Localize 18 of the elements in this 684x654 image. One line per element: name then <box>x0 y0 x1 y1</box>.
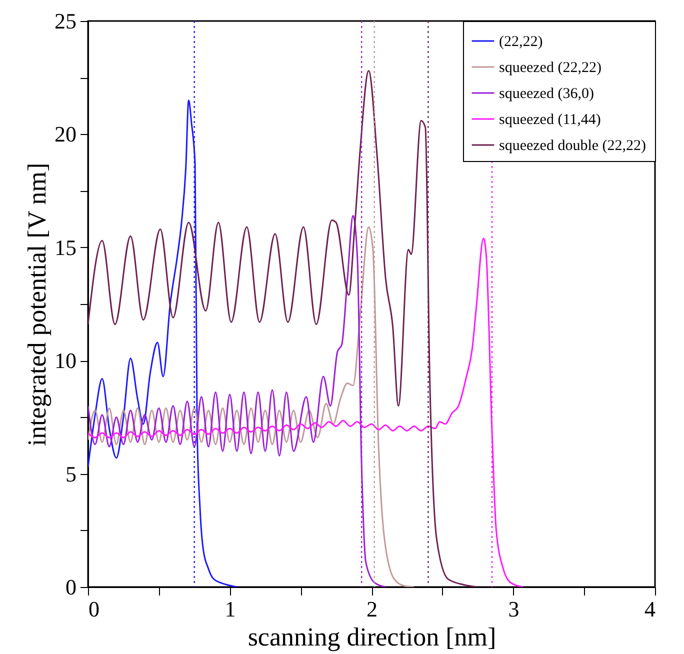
x-tick-label: 0 <box>88 596 100 622</box>
y-tick-label: 5 <box>66 461 76 486</box>
y-tick-label: 10 <box>54 348 76 374</box>
y-tick-label: 20 <box>54 122 76 147</box>
y-tick-label: 25 <box>54 8 76 34</box>
y-tick-label: 15 <box>54 234 76 260</box>
x-tick-label: 3 <box>508 596 520 622</box>
legend-label: squeezed (11,44) <box>499 112 601 128</box>
y-tick-label: 0 <box>66 574 76 600</box>
legend-label: (22,22) <box>499 34 543 50</box>
y-axis-title: integrated potential [V nm] <box>22 162 52 446</box>
legend-label: squeezed (22,22) <box>499 60 602 76</box>
legend-label: squeezed double (22,22) <box>499 138 646 154</box>
x-tick-label: 2 <box>366 596 378 622</box>
legend-label: squeezed (36,0) <box>499 86 594 102</box>
x-axis-title: scanning direction [nm] <box>248 622 496 652</box>
x-tick-label: 4 <box>644 596 656 622</box>
x-tick-label: 1 <box>224 596 236 622</box>
